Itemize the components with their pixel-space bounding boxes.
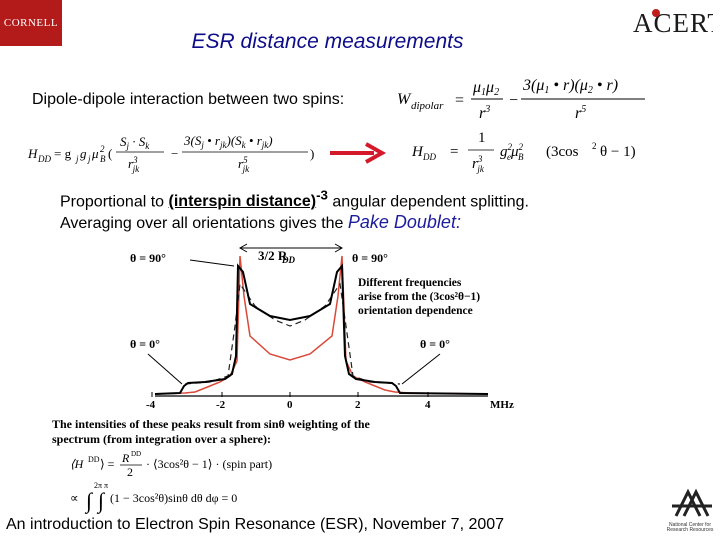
annotation-line-2: arise from the (3cos²θ−1) — [358, 291, 480, 303]
h-dd-simple-equation: H DD = 1 r3 jk g2 eμ2 B (3cos 2 θ − 1) — [411, 130, 636, 174]
svg-text:r5: r5 — [575, 104, 586, 122]
svg-text:⟨H: ⟨H — [70, 457, 85, 471]
caption-line-1: The intensities of these peaks result fr… — [52, 417, 370, 431]
line1-prefix: Proportional to — [60, 193, 169, 211]
x-tick-label: 0 — [287, 399, 293, 411]
svg-text:g: g — [80, 146, 87, 161]
svg-text:2: 2 — [100, 144, 105, 154]
acert-logo-mark: ACERT — [633, 8, 713, 38]
theta-90-left: θ = 90° — [130, 251, 166, 265]
pake-doublet-figure: -4 -2 0 2 4 MHz 3/2 R DD θ = 90° θ = 0° … — [130, 243, 514, 411]
svg-text:3(μ1 • r)(μ2 • r): 3(μ1 • r)(μ2 • r) — [522, 77, 618, 96]
svg-text:B: B — [100, 154, 106, 164]
svg-text:j: j — [87, 154, 91, 164]
red-spectrum-curve — [154, 255, 489, 395]
line1-suffix: angular dependent splitting. — [327, 193, 529, 211]
pointer-arrow-icon — [147, 353, 183, 385]
annotation-line-1: Different frequencies — [358, 277, 462, 289]
integration-equation: ⟨H DD ⟩ = R DD 2 · ⟨3cos²θ − 1⟩ · (spin … — [70, 450, 272, 514]
caption-line-2: spectrum (from integration over a sphere… — [52, 432, 271, 446]
x-tick-label: 2 — [355, 399, 361, 411]
svg-text:2: 2 — [127, 465, 133, 479]
svg-text:−: − — [171, 146, 178, 161]
svg-text:⟩ =: ⟩ = — [100, 457, 115, 471]
ncrr-logo-label: National Center for Research Resources — [666, 522, 714, 533]
svg-text:2π: 2π — [94, 481, 102, 490]
x-ticks — [151, 392, 429, 397]
svg-text:r3: r3 — [479, 104, 490, 122]
figure-caption: The intensities of these peaks result fr… — [52, 417, 370, 446]
acert-logo-dot — [652, 9, 660, 17]
annotation-line-3: orientation dependence — [358, 305, 473, 317]
theta-0-left: θ = 0° — [130, 337, 160, 351]
svg-text:(1 − 3cos²θ)sinθ dθ dφ = 0: (1 − 3cos²θ)sinθ dθ dφ = 0 — [110, 491, 237, 505]
svg-text:∫: ∫ — [84, 488, 94, 514]
svg-text:−: − — [509, 92, 518, 109]
svg-text:· ⟨3cos²θ − 1⟩ · (spin part): · ⟨3cos²θ − 1⟩ · (spin part) — [146, 457, 272, 471]
body-line-2: Averaging over all orientations gives th… — [60, 212, 461, 233]
svg-text:): ) — [310, 146, 314, 161]
theta-90-right-label: θ = 90° — [352, 251, 388, 265]
line2-prefix: Averaging over all orientations gives th… — [60, 215, 348, 232]
x-tick-label: 4 — [425, 399, 431, 411]
cornell-logo: CORNELL — [0, 0, 62, 46]
x-unit-label: MHz — [490, 399, 514, 411]
svg-text:Sj · Sk: Sj · Sk — [120, 134, 150, 151]
svg-text:μ1μ2: μ1μ2 — [472, 79, 499, 98]
svg-text:3(Sj • rjk)(Sk • rjk): 3(Sj • rjk)(Sk • rjk) — [183, 133, 273, 150]
dipole-label: Dipole-dipole interaction between two sp… — [32, 91, 345, 108]
svg-text:∝: ∝ — [70, 491, 79, 505]
body-line-1: Proportional to (interspin distance)-3 a… — [60, 188, 529, 211]
h-dd-simple-factor: (3cos — [546, 144, 579, 160]
h-dd-simple-lhs: H — [411, 144, 424, 160]
h-dd-full-equation: H DD = g j g j μ 2 B ( Sj · Sk r3 jk − 3(… — [27, 133, 314, 174]
svg-text:1: 1 — [478, 130, 486, 146]
pointer-arrow-icon — [401, 353, 441, 385]
svg-text:=: = — [455, 92, 464, 109]
w-dipolar-lhs: W — [397, 91, 412, 108]
x-tick-label: -4 — [146, 399, 156, 411]
ncrr-logo-icon — [672, 488, 712, 517]
h-dd-full-lhs: H — [27, 146, 38, 161]
theta-0-right: θ = 0° — [420, 337, 450, 351]
svg-text:(: ( — [108, 146, 112, 161]
svg-text:j: j — [75, 154, 79, 164]
w-dipolar-equation: W dipolar = μ1μ2 r3 − 3(μ1 • r)(μ2 • r) … — [397, 77, 645, 122]
svg-text:μ: μ — [91, 146, 99, 161]
splitting-sub: DD — [281, 255, 295, 265]
footer-text: An introduction to Electron Spin Resonan… — [6, 516, 505, 533]
line1-exp: -3 — [316, 188, 328, 203]
h-dd-full-sub: DD — [37, 154, 51, 164]
red-arrow-icon — [330, 142, 387, 164]
h-dd-simple-tail: θ − 1) — [600, 144, 636, 160]
svg-text:DD: DD — [131, 450, 141, 458]
x-tick-label: -2 — [216, 399, 226, 411]
pointer-arrow-icon — [189, 259, 235, 267]
splitting-label: 3/2 R — [258, 248, 288, 263]
line1-emph: (interspin distance) — [168, 193, 317, 211]
black-spectrum-curve — [154, 263, 489, 395]
svg-text:=: = — [450, 144, 458, 160]
page-title: ESR distance measurements — [191, 30, 464, 53]
svg-text:= g: = g — [54, 146, 72, 161]
svg-text:∫: ∫ — [96, 488, 106, 514]
h-dd-simple-sub: DD — [422, 152, 436, 162]
svg-text:π: π — [104, 481, 108, 490]
dashed-spectrum-curve — [184, 282, 401, 385]
pake-doublet-label: Pake Doublet: — [347, 212, 461, 232]
w-dipolar-sub: dipolar — [411, 100, 444, 112]
svg-text:θ = 90°: θ = 90° — [352, 251, 388, 265]
svg-text:DD: DD — [88, 455, 100, 464]
svg-text:2: 2 — [592, 141, 597, 151]
svg-text:R: R — [121, 451, 130, 465]
splitting-arrow-icon — [238, 243, 344, 253]
acert-logo-text: ACERT — [633, 8, 713, 38]
